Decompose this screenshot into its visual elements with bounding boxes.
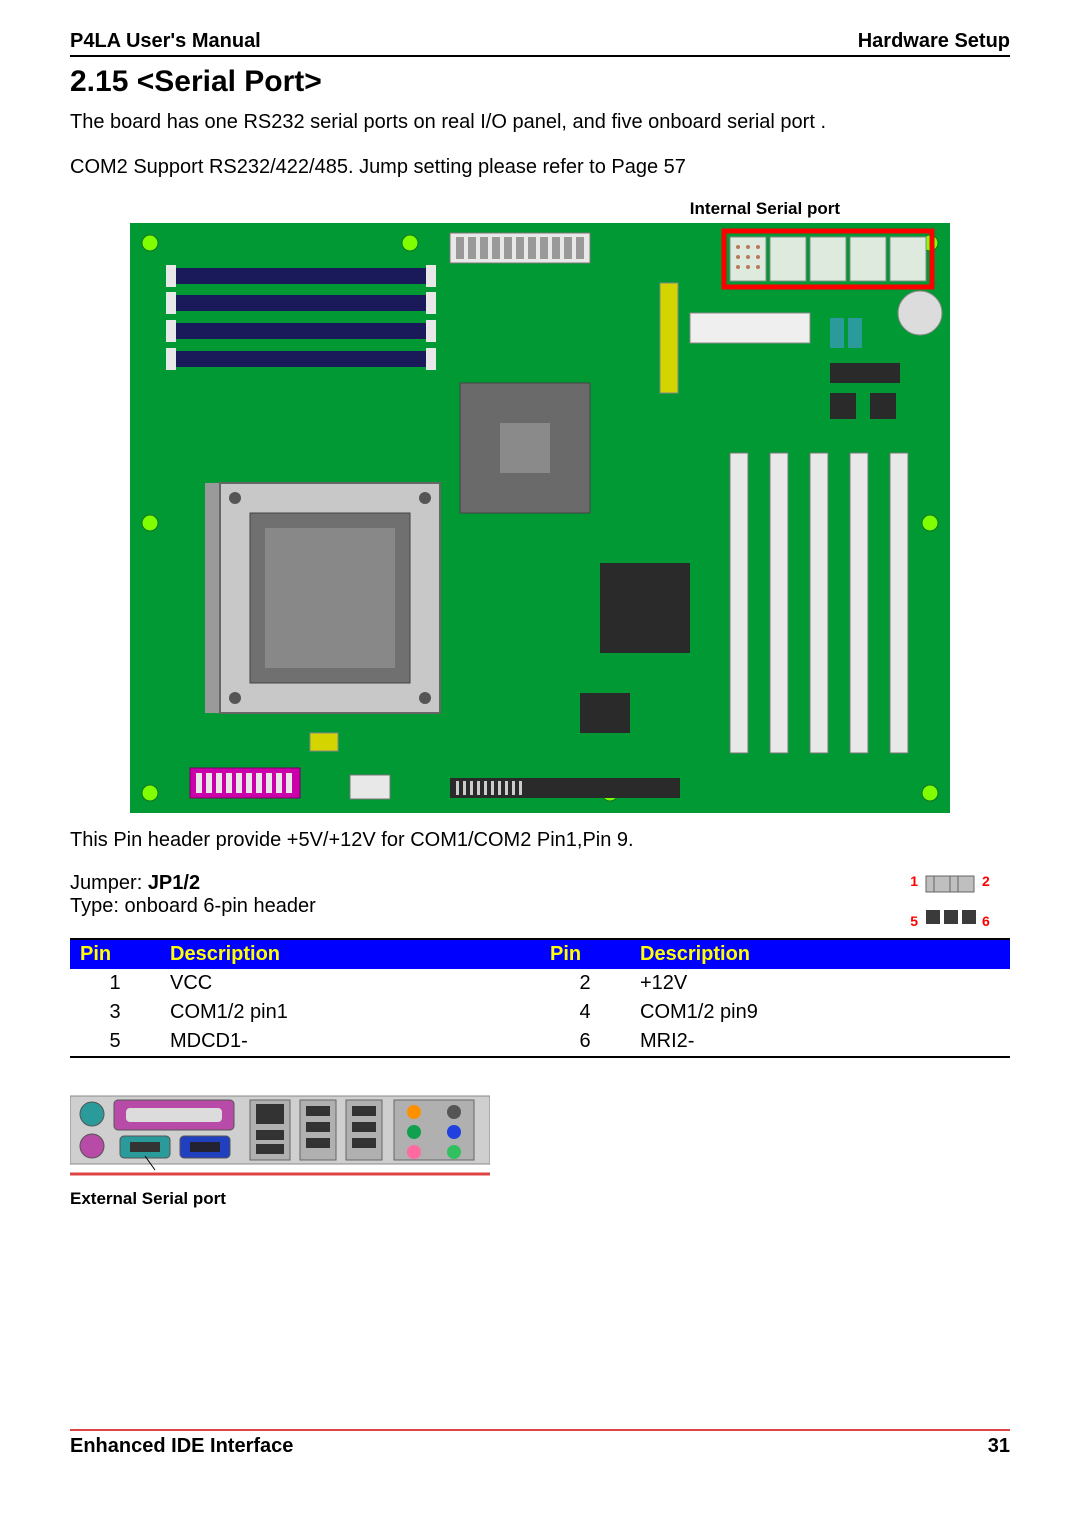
header-left: P4LA User's Manual — [70, 30, 261, 53]
svg-text:1: 1 — [910, 873, 918, 889]
pin-table-body: 1 VCC 2 +12V 3 COM1/2 pin1 4 COM1/2 pin9… — [70, 969, 1010, 1057]
jumper-name: JP1/2 — [148, 872, 200, 894]
serial-headers — [730, 237, 926, 281]
table-row: 3 COM1/2 pin1 4 COM1/2 pin9 — [70, 998, 1010, 1027]
paragraph-1: The board has one RS232 serial ports on … — [70, 109, 1010, 136]
svg-text:2: 2 — [982, 873, 990, 889]
jumper-info: Jumper: JP1/2 Type: onboard 6-pin header… — [70, 872, 1010, 932]
svg-text:5: 5 — [910, 913, 918, 929]
jumper-diagram-icon: 1 2 5 6 — [890, 872, 1010, 932]
header-right: Hardware Setup — [858, 30, 1010, 53]
pin-note: This Pin header provide +5V/+12V for COM… — [70, 827, 1010, 854]
jumper-type: Type: onboard 6-pin header — [70, 895, 316, 918]
jumper-label: Jumper: — [70, 872, 142, 894]
io-panel-diagram: External Serial port — [70, 1088, 1010, 1209]
motherboard-diagram — [70, 223, 1010, 813]
col-desc-1: Description — [160, 939, 540, 969]
section-title: 2.15 <Serial Port> — [70, 65, 1010, 99]
pin-table: Pin Description Pin Description 1 VCC 2 … — [70, 938, 1010, 1058]
page-header: P4LA User's Manual Hardware Setup — [70, 30, 1010, 57]
col-pin-1: Pin — [70, 939, 160, 969]
col-desc-2: Description — [630, 939, 1010, 969]
col-pin-2: Pin — [540, 939, 630, 969]
cpu-socket — [205, 483, 440, 713]
footer-page: 31 — [988, 1435, 1010, 1458]
footer-left: Enhanced IDE Interface — [70, 1435, 293, 1458]
page-footer: Enhanced IDE Interface 31 — [70, 1429, 1010, 1458]
internal-serial-callout: Internal Serial port — [70, 199, 840, 219]
external-serial-callout: External Serial port — [70, 1189, 1010, 1209]
svg-text:6: 6 — [982, 913, 990, 929]
table-row: 1 VCC 2 +12V — [70, 969, 1010, 998]
table-row: 5 MDCD1- 6 MRI2- — [70, 1027, 1010, 1057]
paragraph-2: COM2 Support RS232/422/485. Jump setting… — [70, 154, 1010, 181]
